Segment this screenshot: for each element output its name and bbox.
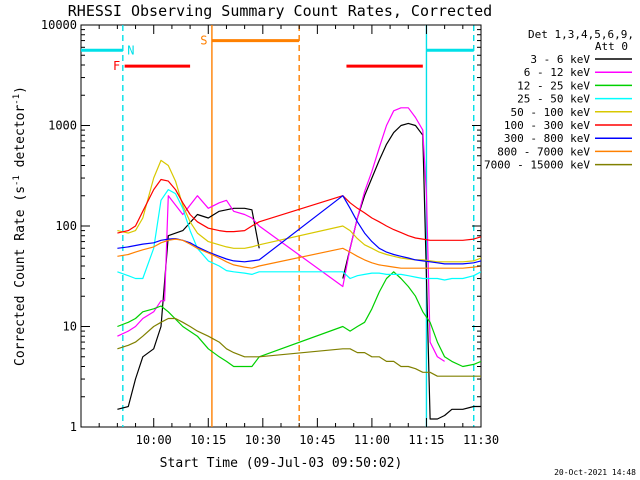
y-axis-label: Corrected Count Rate (s-1 detector-1) [12,86,28,366]
series-line-7 [117,238,481,269]
series-line-1 [117,107,445,362]
legend-label-8: 7000 - 15000 keV [484,159,590,172]
legend-label-3: 25 - 50 keV [517,93,590,106]
y-tick-label-3: 1000 [48,119,77,133]
x-tick-label-5: 11:15 [408,433,444,447]
legend-label-1: 6 - 12 keV [524,66,591,79]
y-axis-label-end: ) [13,86,28,94]
x-tick-label-0: 10:00 [136,433,172,447]
x-axis-label: Start Time (09-Jul-03 09:50:02) [160,456,403,471]
y-axis-label-sup2: -1 [12,94,22,105]
state-bar-label-S: S [200,34,207,48]
series-group [117,107,481,420]
x-tick-label-3: 10:45 [299,433,335,447]
legend-header-2: Att 0 [595,40,628,53]
chart-title: RHESSI Observing Summary Count Rates, Co… [68,2,492,20]
legend-label-5: 100 - 300 keV [504,119,590,132]
y-axis-label-mid: detector [13,105,28,176]
legend-label-6: 300 - 800 keV [504,132,590,145]
y-tick-label-2: 100 [55,219,77,233]
x-tick-label-4: 11:00 [354,433,390,447]
state-bar-label-N: N [127,43,134,57]
series-line-6 [117,195,481,265]
series-line-4 [117,159,481,263]
legend-label-0: 3 - 6 keV [530,53,590,66]
series-line-2 [117,271,481,368]
series-line-8 [117,317,481,377]
timestamp: 20-Oct-2021 14:48 [554,468,636,477]
x-tick-label-1: 10:15 [190,433,226,447]
state-bars: NF S [81,34,474,73]
y-tick-label-4: 10000 [41,18,77,32]
x-tick-label-6: 11:30 [463,433,499,447]
series-line-3 [117,189,481,281]
y-tick-label-1: 10 [63,320,77,334]
x-axis: 10:00 10:15 10:30 10:45 11:00 11:15 11:30 [80,25,499,447]
y-tick-label-0: 1 [70,420,77,434]
legend-header-1: Det 1,3,4,5,6,9, [528,28,634,41]
y-axis-label-main: Corrected Count Rate (s [13,186,28,366]
attenuator-state-lines [122,25,475,427]
state-bar-label-F: F [113,59,120,73]
plot-frame [80,24,482,428]
y-axis: 1 10 100 1000 10000 [41,18,481,434]
legend-label-4: 50 - 100 keV [511,106,591,119]
legend-label-7: 800 - 7000 keV [497,145,590,158]
x-tick-label-2: 10:30 [245,433,281,447]
legend-label-2: 12 - 25 keV [517,79,590,92]
y-axis-label-sup1: -1 [12,175,22,186]
